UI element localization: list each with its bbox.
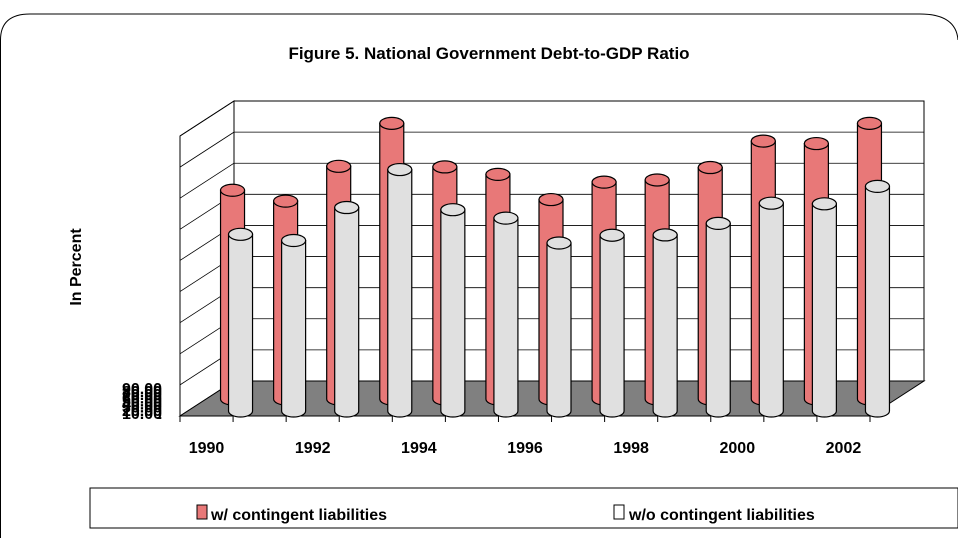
bar-without-contingent-1999 xyxy=(705,216,731,418)
bar-without-contingent-1998 xyxy=(652,228,678,418)
legend-swatch-with-contingent xyxy=(196,504,208,520)
y-tick-label: 30.00 xyxy=(122,400,162,417)
y-axis-label: In Percent xyxy=(68,228,85,306)
legend: w/ contingent liabilities w/o contingent… xyxy=(89,487,958,529)
bar-without-contingent-1995 xyxy=(493,211,519,418)
bar-without-contingent-1993 xyxy=(387,162,413,418)
legend-label-without-contingent: w/o contingent liabilities xyxy=(628,507,815,524)
x-axis-tick-labels: 1990 1992 1994 1996 1998 2000 2002 xyxy=(189,440,862,457)
y-tick-label: 80.00 xyxy=(122,384,162,401)
bar-without-contingent-1991 xyxy=(281,233,307,418)
y-tick-label: 70.00 xyxy=(122,387,162,404)
y-axis-tick-labels: -10.0020.0030.0040.0050.0060.0070.0080.0… xyxy=(122,381,162,426)
bar-without-contingent-1996 xyxy=(546,236,572,418)
bar-without-contingent-2001 xyxy=(811,197,837,418)
gridline-side xyxy=(179,162,235,199)
y-tick-label: 20.00 xyxy=(122,403,162,420)
x-tick-label: 2000 xyxy=(720,440,756,457)
bar-without-contingent-2000 xyxy=(758,196,784,418)
bar-without-contingent-1990 xyxy=(227,227,254,418)
x-tick-label: 1994 xyxy=(401,440,437,457)
chart-title: Figure 5. National Government Debt-to-GD… xyxy=(288,44,689,63)
y-tick-label: - xyxy=(157,409,162,426)
x-tick-label: 1998 xyxy=(613,440,649,457)
legend-swatch-without-contingent xyxy=(613,504,625,520)
bar-without-contingent-2002 xyxy=(864,179,891,418)
bar-without-contingent-1992 xyxy=(334,200,360,418)
y-tick-label: 40.00 xyxy=(122,397,162,414)
x-tick-label: 1996 xyxy=(507,440,543,457)
y-tick-label: 50.00 xyxy=(122,393,162,410)
y-tick-label: 60.00 xyxy=(122,390,162,407)
legend-box xyxy=(89,487,958,529)
gridline-side xyxy=(179,100,235,137)
x-tick-label: 1990 xyxy=(189,440,225,457)
bar-without-contingent-1994 xyxy=(440,203,466,418)
y-tick-label: 10.00 xyxy=(122,406,162,423)
gridline-side xyxy=(179,131,235,168)
bars xyxy=(219,116,891,418)
legend-label-with-contingent: w/ contingent liabilities xyxy=(210,507,387,524)
x-tick-label: 1992 xyxy=(295,440,331,457)
x-tick-label: 2002 xyxy=(826,440,862,457)
bar-without-contingent-1997 xyxy=(599,228,625,418)
chart-border xyxy=(0,13,958,41)
y-tick-label: 90.00 xyxy=(122,381,162,398)
